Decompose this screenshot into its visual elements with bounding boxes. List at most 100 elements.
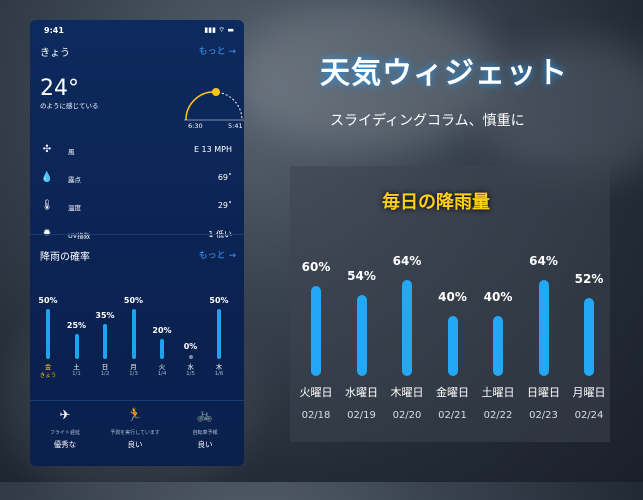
sun-arc (184, 88, 244, 121)
rainfall-bar-column: 60% 火曜日 02/18 (293, 260, 339, 421)
activity-value: 良い (197, 440, 213, 449)
running-icon: 🏃 (126, 408, 144, 423)
precip-day-column: 50% 木 1/6 (209, 296, 229, 377)
sunset-time: 5:41 (228, 122, 243, 130)
sun-icon (212, 88, 220, 96)
detail-label: UV指数 (68, 232, 91, 240)
rainfall-bar-column: 64% 日曜日 02/23 (521, 254, 567, 421)
today-header: きょう もっと → (40, 44, 236, 59)
activity-label: フライト遅延 (49, 430, 80, 436)
activity-label: 自転車予報 (192, 430, 218, 436)
background-cloud (480, 40, 643, 180)
detail-value: E 13 MPH (193, 145, 232, 154)
precip-day: 火 (158, 363, 166, 371)
activity-forecast: ✈ フライト遅延 優秀な (33, 408, 97, 450)
precip-day-column: 50% 月 1/3 (124, 296, 144, 377)
rainfall-bar (311, 286, 321, 376)
precip-date: 1/6 (214, 371, 224, 377)
precip-percent: 50% (209, 296, 229, 305)
precip-bar (131, 309, 136, 359)
activity-value: 優秀な (53, 440, 77, 449)
divider (30, 234, 244, 235)
precip-percent: 50% (38, 296, 58, 305)
activity-forecast: 🚲 自転車予報 良い (173, 408, 237, 450)
detail-value: 29˚ (217, 201, 232, 210)
sunrise-time: 6:30 (188, 122, 203, 130)
detail-row: 💧 露点 69˚ (40, 172, 232, 188)
precip-header: 降雨の確率 もっと → (40, 248, 236, 263)
precip-day-column: 0% 水 1/5 (181, 342, 201, 377)
airplane-icon: ✈ (59, 408, 71, 423)
rainfall-bar-column: 54% 水曜日 02/19 (339, 269, 385, 421)
rainfall-bar-column: 40% 金曜日 02/21 (430, 290, 476, 421)
precip-bar (103, 324, 107, 359)
rainfall-day-label: 金曜日 (436, 386, 469, 399)
rainfall-date-label: 02/18 (301, 410, 331, 421)
rainfall-bar (402, 280, 412, 376)
precip-day: 土 (73, 363, 80, 371)
current-temperature: 24° (40, 76, 79, 101)
rainfall-day-label: 月曜日 (572, 386, 606, 399)
precip-date: 1/4 (157, 371, 167, 377)
detail-row: ✹UV指数1 低い (40, 228, 232, 244)
rainfall-day-label: 木曜日 (390, 386, 424, 399)
headline: 天気ウィジェット (320, 56, 568, 91)
status-time: 9:41 (44, 26, 64, 35)
precip-day: 日 (101, 363, 109, 371)
precip-label: 降雨の確率 (40, 252, 90, 263)
uv-icon: ✹ (40, 228, 54, 239)
rainfall-value-label: 40% (483, 290, 513, 304)
activity-label: 予測を実行しています (110, 430, 160, 436)
rainfall-day-label: 土曜日 (481, 386, 515, 399)
precip-date: 1/3 (129, 371, 138, 377)
rainfall-value-label: 40% (438, 290, 467, 304)
today-more-link[interactable]: もっと → (198, 47, 236, 57)
precip-more-link[interactable]: もっと → (198, 251, 236, 261)
precip-day-column: 50% 金きょう (38, 296, 58, 379)
rainfall-bar (584, 298, 594, 376)
precip-date: 1/2 (100, 371, 110, 377)
precip-bar (46, 309, 50, 359)
rainfall-value-label: 64% (529, 254, 558, 268)
precip-date: きょう (39, 373, 57, 379)
precip-percent: 50% (123, 296, 144, 305)
rainfall-bar (493, 316, 503, 376)
precip-bar (188, 355, 193, 359)
precip-day-column: 35% 日 1/2 (95, 311, 115, 377)
precip-day: 月 (130, 363, 137, 371)
detail-label: 露点 (68, 176, 81, 184)
rainfall-value-label: 52% (574, 272, 604, 286)
precip-day: 金 (44, 363, 52, 371)
rainfall-date-label: 02/23 (529, 410, 558, 421)
precip-day-column: 20% 火 1/4 (152, 326, 172, 377)
dewpoint-icon: 💧 (40, 172, 54, 183)
rainfall-value-label: 60% (301, 260, 331, 274)
rainfall-bar (538, 280, 549, 376)
rainfall-value-label: 54% (347, 269, 376, 283)
rainfall-bar-column: 52% 月曜日 02/24 (566, 272, 612, 421)
rainfall-day-label: 日曜日 (527, 386, 560, 399)
precip-day: 木 (215, 363, 223, 371)
thermometer-icon: 🌡 (40, 200, 54, 211)
background-cloud (240, 0, 500, 150)
rainfall-chart-panel: 毎日の降雨量 60% 火曜日 02/18 54% 水曜日 02/19 64% 木曜日 02/20… (290, 166, 610, 442)
detail-label: 温度 (68, 204, 81, 212)
rainfall-date-label: 02/22 (483, 410, 513, 421)
precip-date: 1/5 (186, 371, 195, 377)
precip-day-column: 25% 土 1/1 (67, 321, 87, 377)
rainfall-bar (447, 316, 458, 376)
precip-date: 1/1 (72, 371, 81, 377)
detail-row: ✣ 風 E 13 MPH (40, 144, 232, 160)
rainfall-bar-column: 64% 木曜日 02/20 (384, 254, 430, 421)
rainfall-date-label: 02/19 (347, 410, 376, 421)
rainfall-bar-column: 40% 土曜日 02/22 (475, 290, 521, 421)
detail-value: 69˚ (217, 173, 232, 182)
rainfall-date-label: 02/21 (438, 410, 467, 421)
divider (30, 400, 244, 401)
rainfall-date-label: 02/24 (574, 410, 604, 421)
phone-screenshot: 9:41 ▮▮▮ ⌔ ▬ きょう もっと → 24° のように感じている 6:3… (30, 20, 244, 466)
precip-bar (217, 309, 221, 359)
feels-like-label: のように感じている (40, 102, 99, 110)
rainfall-day-label: 水曜日 (345, 386, 378, 399)
status-icons: ▮▮▮ ⌔ ▬ (204, 26, 234, 34)
